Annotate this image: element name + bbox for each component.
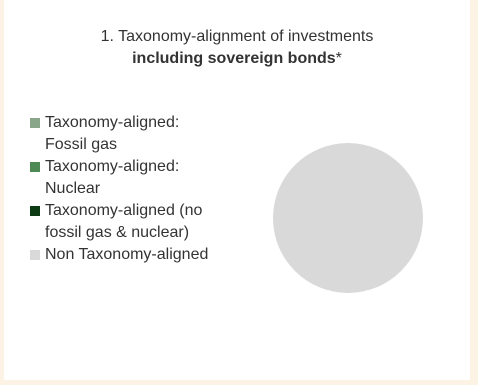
legend-label-nuclear-line2: Nuclear [45,180,101,197]
chart-title-line1: 1. Taxonomy-alignment of investments [100,28,374,45]
legend-label-other-aligned-line2: fossil gas & nuclear) [45,224,190,241]
legend-swatch-other-aligned [30,206,40,216]
legend-swatch-non-aligned [30,250,40,260]
pie-chart [273,143,423,293]
legend-swatch-nuclear [30,162,40,172]
legend-item-non-aligned: Non Taxonomy-aligned [30,244,270,266]
legend-label-other-aligned-line1: Taxonomy-aligned (no [45,202,203,219]
chart-legend: Taxonomy-aligned: Fossil gas Taxonomy-al… [30,112,270,266]
legend-item-nuclear: Taxonomy-aligned: Nuclear [30,156,270,200]
legend-label-fossil-gas-line2: Fossil gas [45,136,118,153]
legend-label-nuclear-line1: Taxonomy-aligned: [45,158,180,175]
chart-panel: 1. Taxonomy-alignment of investments inc… [4,0,470,380]
legend-item-fossil-gas: Taxonomy-aligned: Fossil gas [30,112,270,156]
legend-label-fossil-gas-line1: Taxonomy-aligned: [45,114,180,131]
chart-title-suffix: * [335,50,342,67]
legend-swatch-fossil-gas [30,118,40,128]
chart-title-bold: including sovereign bonds [132,50,336,67]
chart-title: 1. Taxonomy-alignment of investments inc… [4,26,470,70]
pie-slice-3 [273,143,423,293]
legend-label-non-aligned-line1: Non Taxonomy-aligned [45,246,209,263]
chart-title-line2: including sovereign bonds* [4,48,470,70]
legend-item-other-aligned: Taxonomy-aligned (no fossil gas & nuclea… [30,200,270,244]
